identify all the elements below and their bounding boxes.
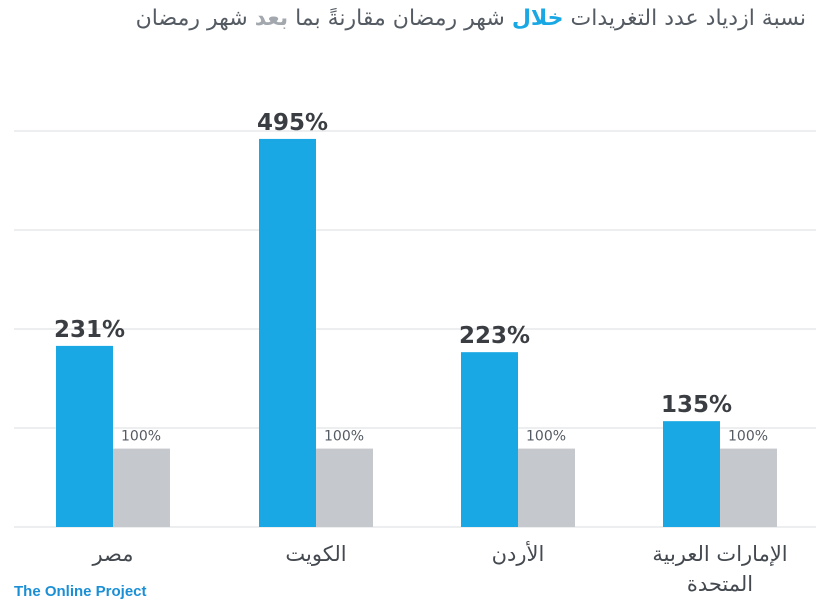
data-label-after-0: 100%	[121, 429, 161, 445]
bar-after-2	[518, 448, 575, 527]
title-part-3: شهر رمضان	[135, 6, 248, 31]
data-label-during-0: 231%	[54, 317, 125, 343]
bar-after-0	[113, 448, 170, 527]
category-label-1: الكويت	[285, 542, 346, 566]
category-label-0: مصر	[91, 542, 133, 566]
title-after-highlight: بعد	[254, 6, 289, 31]
bar-during-1	[259, 138, 316, 528]
bar-after-3	[720, 448, 777, 527]
brand-logo-text: The Online Project	[14, 583, 147, 600]
data-label-during-3: 135%	[661, 392, 732, 418]
title-during-highlight: خلال	[511, 6, 564, 31]
title-part-1: نسبة ازدياد عدد التغريدات	[570, 6, 807, 31]
data-label-after-3: 100%	[728, 429, 768, 445]
title-part-2: شهر رمضان مقارنةً بما	[295, 6, 505, 31]
bar-during-0	[56, 345, 113, 527]
chart-title: نسبة ازدياد عدد التغريدات خلال شهر رمضان…	[20, 6, 806, 31]
bar-after-1	[316, 448, 373, 527]
category-label-3-line-1: المتحدة	[687, 572, 753, 596]
category-label-2: الأردن	[492, 541, 545, 566]
data-label-after-2: 100%	[526, 429, 566, 445]
category-label-3-line-0: الإمارات العربية	[652, 542, 787, 566]
data-label-during-2: 223%	[459, 323, 530, 349]
bar-during-3	[663, 421, 720, 527]
data-label-after-1: 100%	[324, 429, 364, 445]
data-label-during-1: 495%	[257, 110, 328, 136]
bar-during-2	[461, 352, 518, 527]
